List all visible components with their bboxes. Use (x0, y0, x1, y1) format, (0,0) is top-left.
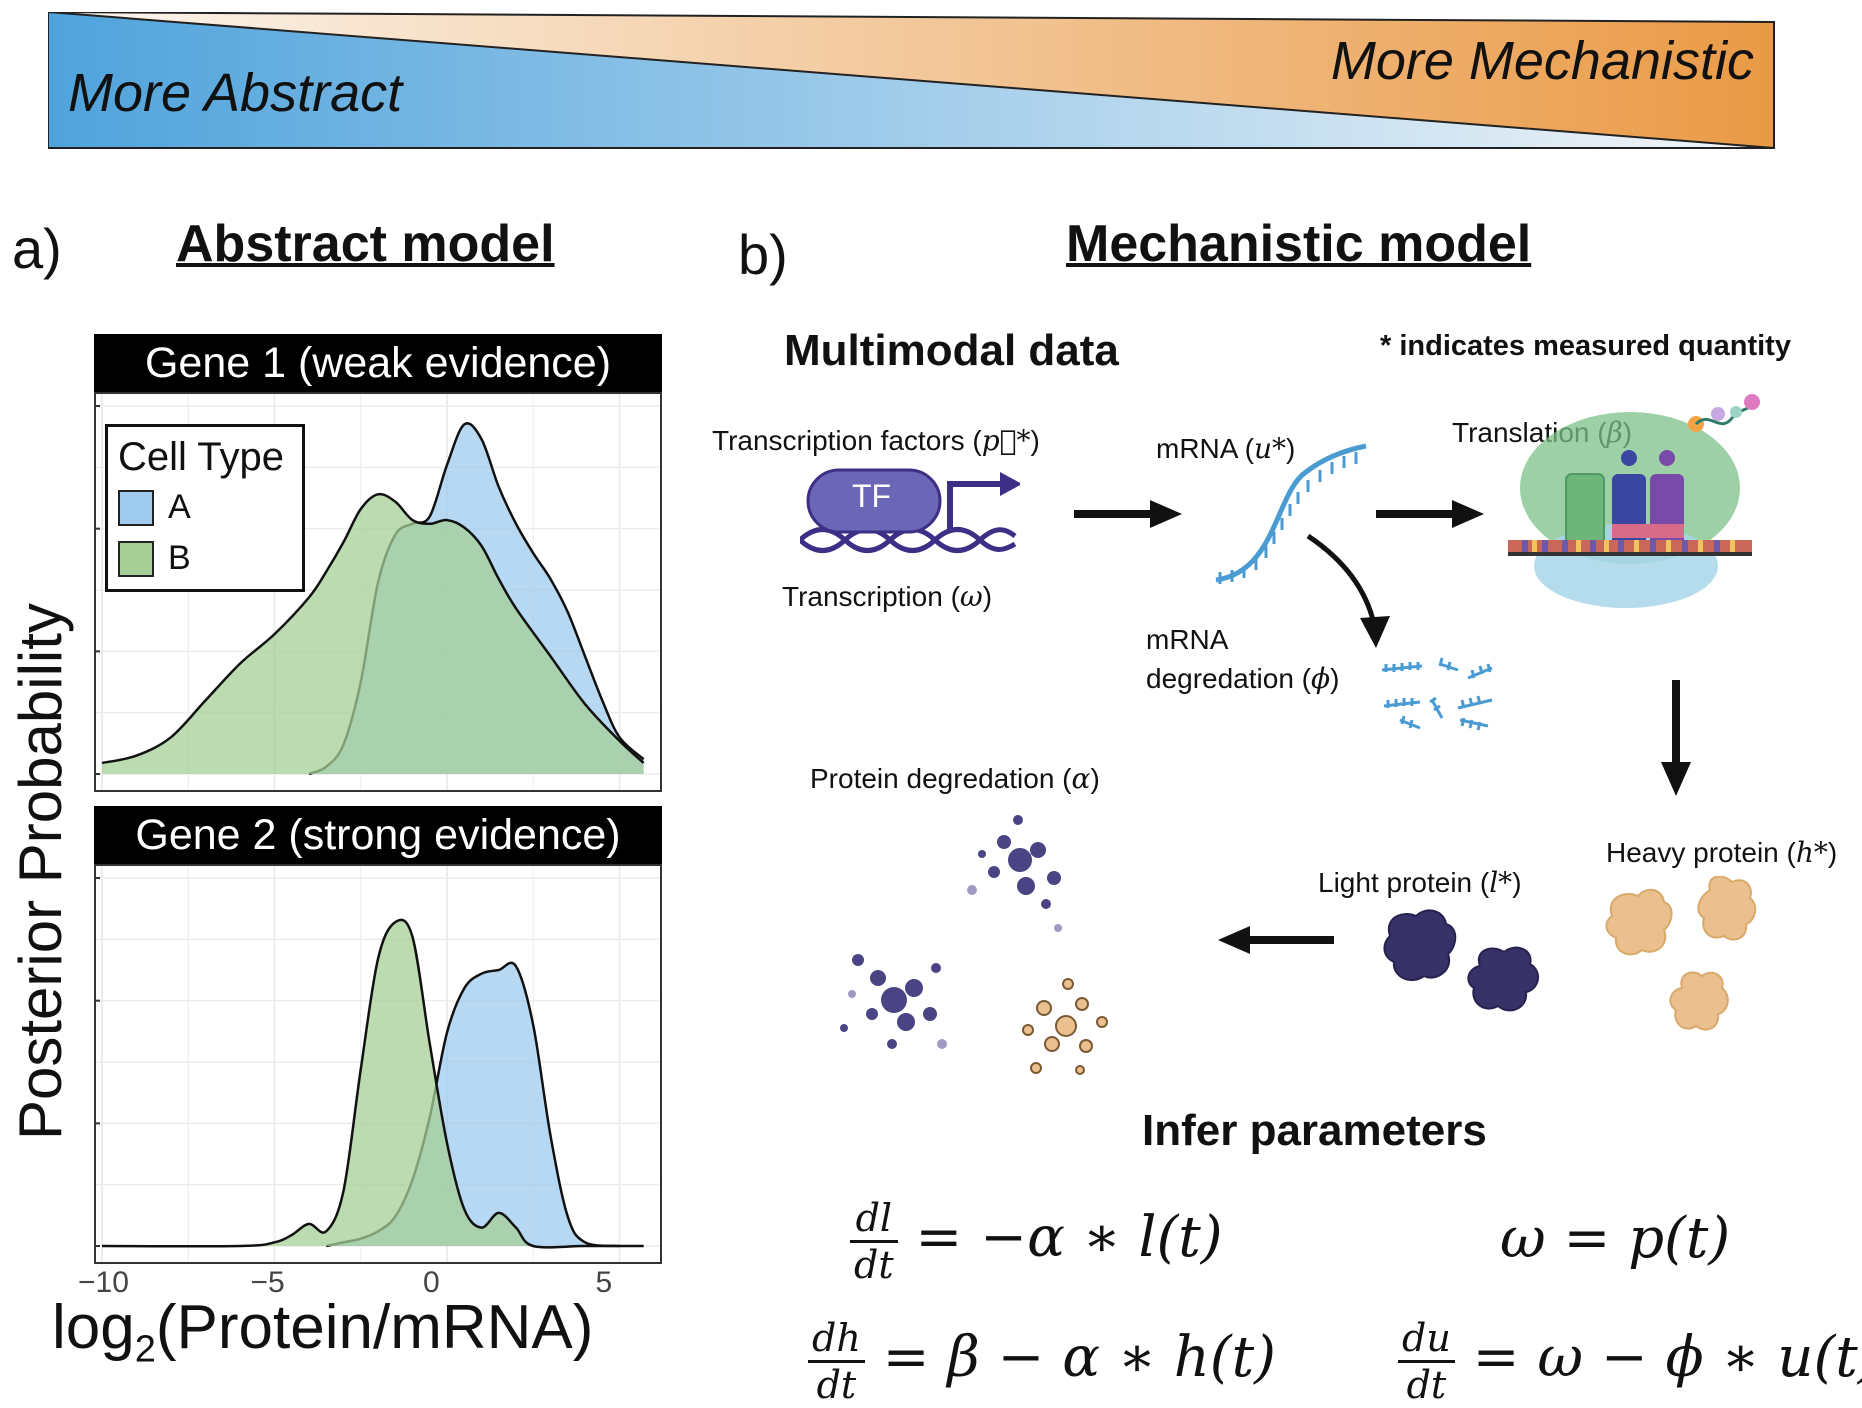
arrow-light-to-degradation (1218, 926, 1334, 954)
transcription-label: Transcription (ω) (782, 580, 993, 613)
legend-label-a: A (168, 488, 191, 526)
x-tick-label: 0 (423, 1266, 440, 1299)
degraded-mrna-fragments (1381, 657, 1493, 731)
x-tick-label: −10 (78, 1266, 129, 1299)
arrow-mrna-to-degradation (1306, 533, 1390, 648)
density-area-b (102, 919, 644, 1248)
heavy-protein-illustration (1605, 876, 1757, 1031)
mrna-degradation-label-line1: mRNA (1146, 624, 1229, 655)
mrna-label: mRNA (u*) (1156, 432, 1296, 465)
ribosome-illustration (1508, 394, 1760, 608)
more-abstract-label: More Abstract (68, 63, 403, 123)
legend-key-b (118, 540, 154, 577)
more-mechanistic-label: More Mechanistic (1330, 31, 1754, 91)
equation-light-protein: dl dt = −α ∗ l(t) (850, 1196, 1223, 1287)
density-line-b (101, 918, 644, 1249)
tf-label: Transcription factors (p⃗*) (712, 424, 1040, 457)
legend: Cell Type A B (105, 424, 305, 592)
multimodal-data-header: Multimodal data (784, 326, 1119, 375)
abstract-mechanistic-gradient-banner (48, 12, 1775, 149)
x-axis-label-log: log (52, 1293, 135, 1362)
panel-b-letter: b) (738, 223, 788, 286)
light-protein-illustration (1383, 909, 1540, 1012)
panel-b-title: Mechanistic model (1066, 215, 1532, 273)
facet-strip-gene-1: Gene 1 (weak evidence) (94, 334, 662, 392)
x-axis-label-subscript: 2 (134, 1328, 156, 1371)
equation-transcription: ω = p(t) (1500, 1206, 1731, 1271)
x-tick-label: −5 (250, 1266, 285, 1299)
density-area-a (326, 962, 620, 1246)
legend-item-a: A (118, 488, 292, 527)
protein-degradation-label: Protein degredation (α) (810, 762, 1100, 795)
arrow-translation-to-heavy (1661, 680, 1691, 796)
density-area-b (102, 494, 644, 774)
equation-heavy-protein: dh dt = β − α ∗ h(t) (808, 1316, 1276, 1407)
panel-a-letter: a) (12, 217, 62, 280)
legend-title: Cell Type (118, 435, 285, 479)
density-plot-gene-1 (96, 394, 660, 790)
panel-a-title: Abstract model (176, 215, 555, 273)
x-tick-label: 5 (595, 1266, 613, 1299)
tf-badge: TF (852, 478, 892, 514)
facet-strip-gene-2: Gene 2 (strong evidence) (94, 806, 662, 864)
x-axis-label: log2(Protein/mRNA) (52, 1292, 593, 1371)
legend-key-a (118, 489, 154, 526)
legend-item-b: B (118, 539, 292, 578)
density-line-b (101, 492, 645, 765)
density-plot-gene-2 (96, 866, 660, 1262)
facet-panel-gene-2 (94, 864, 662, 1264)
mrna-strand-illustration (1215, 443, 1367, 584)
light-protein-label: Light protein (l*) (1318, 866, 1522, 899)
legend-label-b: B (168, 539, 191, 577)
degraded-protein-fragments (840, 815, 1108, 1075)
arrow-tf-to-mrna (1074, 500, 1182, 528)
transcription-factor-illustration (800, 468, 1020, 553)
y-axis-label: Posterior Probability (7, 603, 74, 1140)
infer-parameters-header: Infer parameters (1142, 1106, 1487, 1155)
x-axis-label-rest: (Protein/mRNA) (155, 1293, 594, 1362)
mrna-degradation-label-line2: degredation (ϕ) (1146, 662, 1340, 695)
measured-quantity-note: * indicates measured quantity (1380, 330, 1791, 362)
arrow-mrna-to-translation (1376, 500, 1484, 528)
heavy-protein-label: Heavy protein (h*) (1606, 836, 1838, 869)
equation-mrna: du dt = ω − ϕ ∗ u(t) (1398, 1316, 1862, 1407)
